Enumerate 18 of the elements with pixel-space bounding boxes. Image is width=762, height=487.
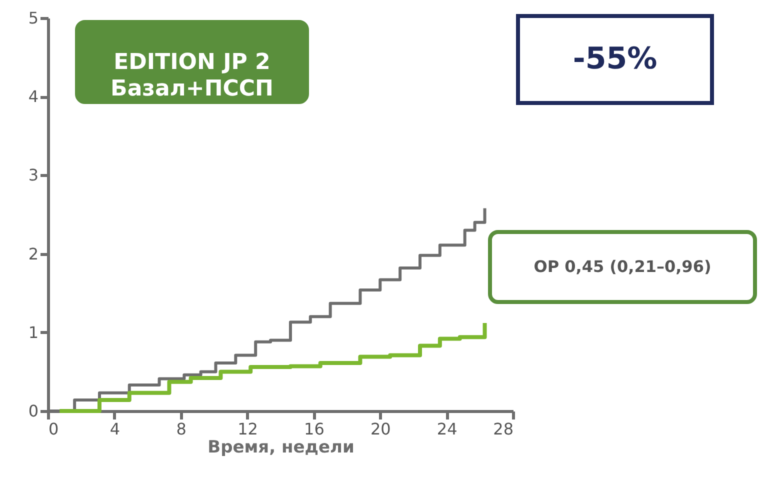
x-tick-label: 24 <box>436 420 458 438</box>
text: -55% <box>572 42 658 76</box>
y-tick-label: 4 <box>28 87 38 106</box>
text: ОР 0,45 (0,21–0,96) <box>534 257 712 276</box>
y-tick-label: 1 <box>28 322 38 342</box>
x-tick-label: 12 <box>238 420 258 438</box>
y-tick-label: 5 <box>28 8 38 28</box>
y-tick-label: 3 <box>28 166 38 185</box>
y-tick-label: 2 <box>28 244 38 264</box>
x-tick-label: 28 <box>493 420 514 438</box>
x-tick-label: 0 <box>48 420 59 438</box>
y-tick-label: 0 <box>28 402 38 420</box>
x-tick-label: 16 <box>304 420 324 438</box>
x-tick-label: 8 <box>176 420 186 438</box>
x-tick-label: 4 <box>110 420 120 438</box>
annotation: EDITION JP 2 Базал+ПССП <box>110 50 274 102</box>
x-tick-label: 20 <box>370 420 391 438</box>
x-axis-title: Время, недели <box>208 438 354 458</box>
